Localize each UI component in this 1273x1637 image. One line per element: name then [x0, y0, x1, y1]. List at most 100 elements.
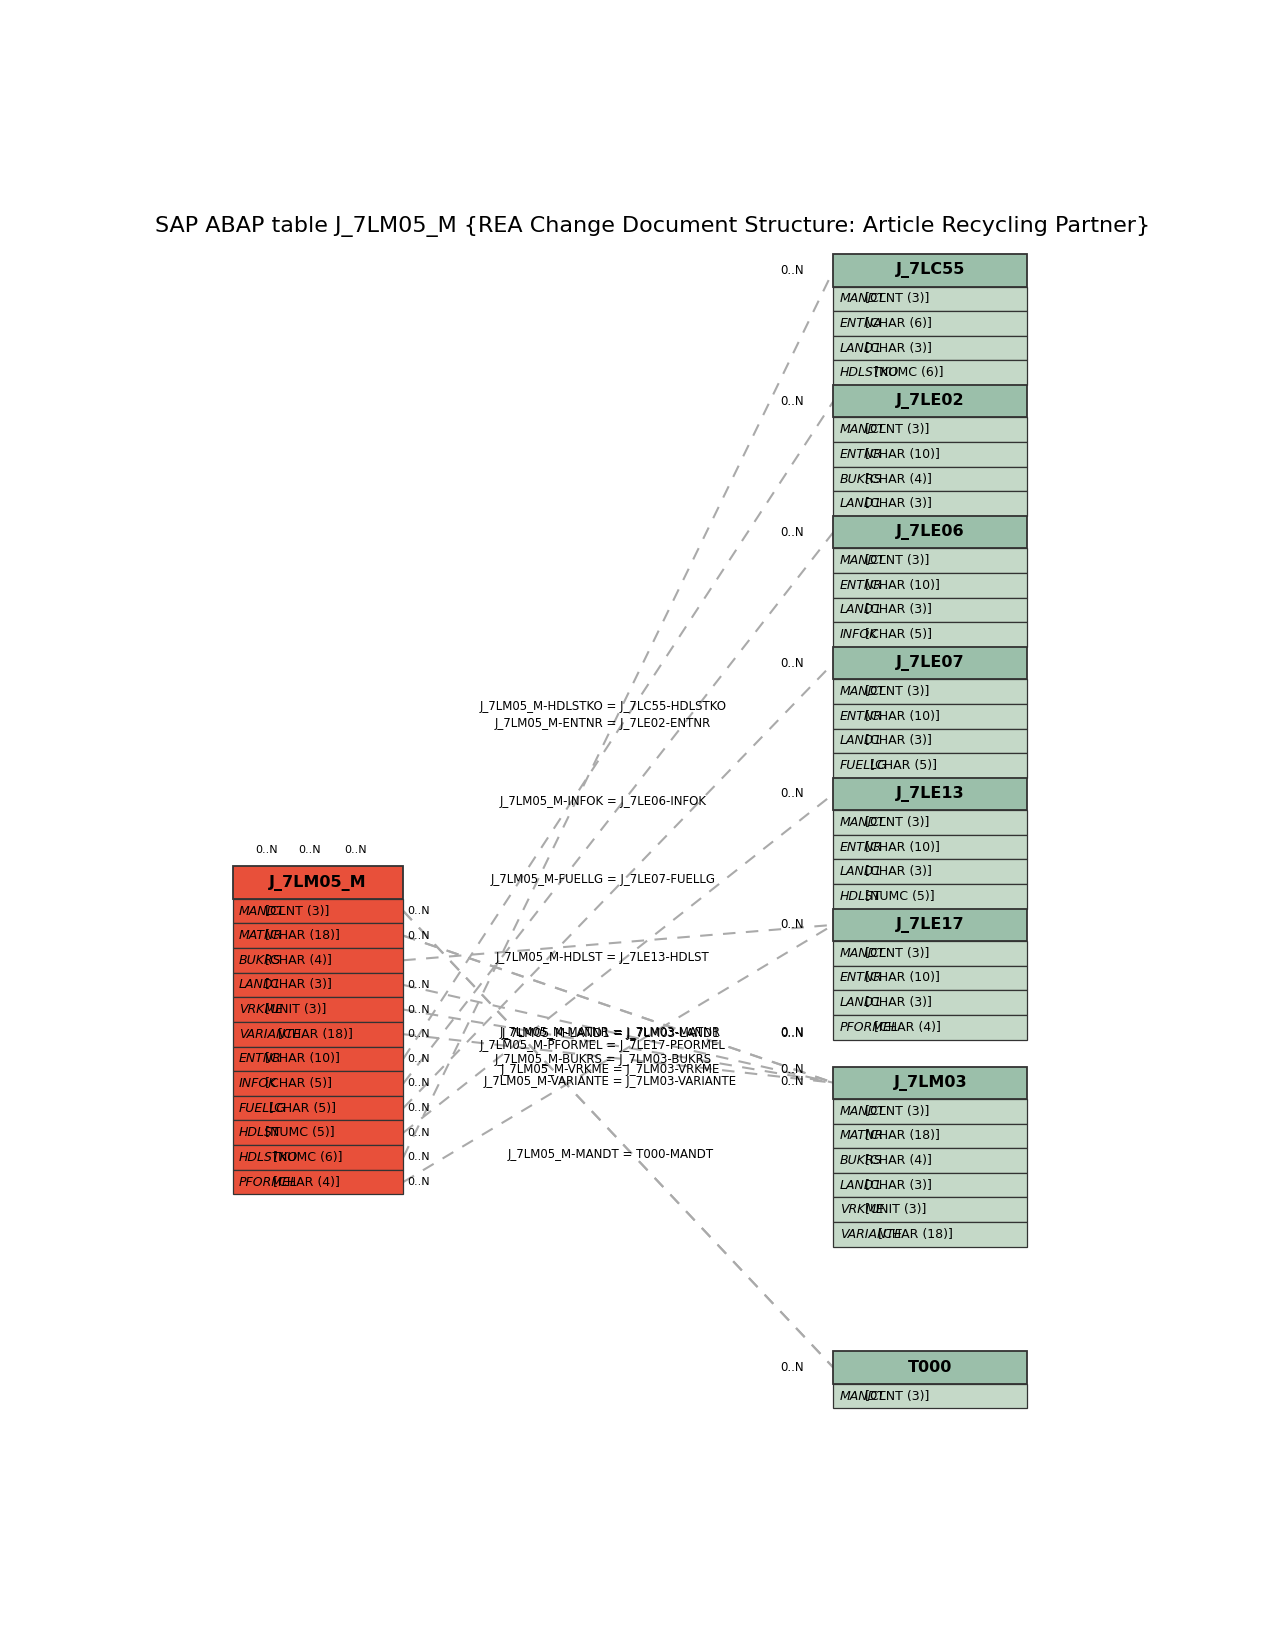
Text: J_7LM03: J_7LM03 — [894, 1076, 967, 1090]
Text: [CHAR (5)]: [CHAR (5)] — [261, 1077, 331, 1090]
Bar — [834, 254, 1027, 286]
Text: ENTNR: ENTNR — [840, 840, 882, 853]
Text: [CLNT (3)]: [CLNT (3)] — [261, 905, 328, 917]
Text: [NUMC (6)]: [NUMC (6)] — [869, 367, 943, 380]
Text: J_7LM05_M-MATNR = J_7LM03-MATNR: J_7LM05_M-MATNR = J_7LM03-MATNR — [500, 1026, 721, 1039]
Text: [CHAR (18)]: [CHAR (18)] — [261, 930, 340, 943]
Text: T000: T000 — [908, 1360, 952, 1375]
Bar — [233, 866, 404, 899]
Text: VRKME: VRKME — [239, 1003, 283, 1017]
Bar — [233, 1095, 404, 1120]
Bar — [834, 1067, 1027, 1098]
Bar — [834, 884, 1027, 909]
Bar — [834, 622, 1027, 647]
Text: VRKME: VRKME — [840, 1203, 883, 1216]
Bar — [233, 997, 404, 1021]
Text: [CHAR (5)]: [CHAR (5)] — [265, 1102, 336, 1115]
Text: 0..N: 0..N — [780, 787, 805, 800]
Text: [CHAR (4)]: [CHAR (4)] — [869, 1021, 941, 1035]
Text: 0..N: 0..N — [407, 1005, 430, 1015]
Bar — [834, 385, 1027, 417]
Text: [CLNT (3)]: [CLNT (3)] — [862, 684, 929, 697]
Text: BUKRS: BUKRS — [840, 473, 882, 486]
Text: 0..N: 0..N — [407, 1079, 430, 1089]
Bar — [233, 1144, 404, 1170]
Bar — [834, 1123, 1027, 1148]
Text: 0..N: 0..N — [407, 981, 430, 990]
Bar — [834, 336, 1027, 360]
Bar — [834, 859, 1027, 884]
Bar — [834, 909, 1027, 941]
Bar — [834, 311, 1027, 336]
Text: J_7LE17: J_7LE17 — [896, 917, 965, 933]
Text: 0..N: 0..N — [407, 1054, 430, 1064]
Text: BUKRS: BUKRS — [239, 954, 281, 967]
Text: 0..N: 0..N — [344, 845, 367, 855]
Text: INFOK: INFOK — [840, 629, 878, 642]
Text: 0..N: 0..N — [780, 264, 805, 277]
Text: J_7LM05_M: J_7LM05_M — [269, 874, 367, 891]
Text: FUELLG: FUELLG — [239, 1102, 286, 1115]
Text: HDLSTKO: HDLSTKO — [239, 1151, 298, 1164]
Text: HDLST: HDLST — [239, 1126, 280, 1139]
Text: MANDT: MANDT — [840, 684, 886, 697]
Text: [CHAR (5)]: [CHAR (5)] — [866, 760, 937, 773]
Text: [UNIT (3)]: [UNIT (3)] — [862, 1203, 927, 1216]
Text: LAND1: LAND1 — [840, 997, 882, 1008]
Text: MANDT: MANDT — [840, 946, 886, 959]
Text: PFORMEL: PFORMEL — [239, 1175, 298, 1188]
Text: [CHAR (10)]: [CHAR (10)] — [862, 840, 939, 853]
Text: [CHAR (10)]: [CHAR (10)] — [862, 449, 939, 462]
Text: MANDT: MANDT — [840, 293, 886, 306]
Text: ENTNR: ENTNR — [840, 710, 882, 722]
Text: 0..N: 0..N — [780, 525, 805, 539]
Text: J_7LM05_M-BUKRS = J_7LM03-BUKRS: J_7LM05_M-BUKRS = J_7LM03-BUKRS — [494, 1053, 712, 1066]
Text: MANDT: MANDT — [840, 555, 886, 566]
Bar — [834, 467, 1027, 491]
Bar — [834, 1383, 1027, 1408]
Text: LAND1: LAND1 — [840, 342, 882, 355]
Text: MANDT: MANDT — [840, 1390, 886, 1403]
Text: [CHAR (18)]: [CHAR (18)] — [274, 1028, 353, 1041]
Text: [CHAR (4)]: [CHAR (4)] — [269, 1175, 340, 1188]
Text: LAND1: LAND1 — [840, 1179, 882, 1192]
Text: [CHAR (3)]: [CHAR (3)] — [862, 498, 932, 511]
Bar — [834, 1098, 1027, 1123]
Text: [CHAR (18)]: [CHAR (18)] — [862, 1130, 939, 1143]
Bar — [233, 972, 404, 997]
Bar — [834, 360, 1027, 385]
Text: ENTNR: ENTNR — [239, 1053, 281, 1066]
Text: VARIANTE: VARIANTE — [239, 1028, 300, 1041]
Text: [CLNT (3)]: [CLNT (3)] — [862, 815, 929, 828]
Text: LAND1: LAND1 — [840, 866, 882, 877]
Text: 0..N: 0..N — [780, 1026, 805, 1039]
Text: [CHAR (18)]: [CHAR (18)] — [875, 1228, 953, 1241]
Text: 0..N: 0..N — [407, 1103, 430, 1113]
Bar — [834, 598, 1027, 622]
Text: HDLSTKO: HDLSTKO — [840, 367, 899, 380]
Bar — [834, 516, 1027, 548]
Bar — [834, 704, 1027, 728]
Text: [CLNT (3)]: [CLNT (3)] — [862, 424, 929, 435]
Bar — [233, 1071, 404, 1095]
Bar — [834, 1148, 1027, 1172]
Text: MANDT: MANDT — [840, 1105, 886, 1118]
Bar — [834, 1015, 1027, 1039]
Text: [CLNT (3)]: [CLNT (3)] — [862, 293, 929, 306]
Text: BUKRS: BUKRS — [840, 1154, 882, 1167]
Text: J_7LM05_M-HDLSTKO = J_7LC55-HDLSTKO: J_7LM05_M-HDLSTKO = J_7LC55-HDLSTKO — [480, 699, 727, 712]
Text: [CHAR (3)]: [CHAR (3)] — [862, 1179, 932, 1192]
Text: [CHAR (3)]: [CHAR (3)] — [862, 997, 932, 1008]
Text: [NUMC (6)]: [NUMC (6)] — [269, 1151, 342, 1164]
Text: J_7LM05_M-ENTNR = J_7LE02-ENTNR: J_7LM05_M-ENTNR = J_7LE02-ENTNR — [495, 717, 710, 730]
Bar — [834, 573, 1027, 598]
Bar — [834, 941, 1027, 966]
Text: J_7LE02: J_7LE02 — [896, 393, 965, 409]
Text: MANDT: MANDT — [840, 815, 886, 828]
Text: [UNIT (3)]: [UNIT (3)] — [261, 1003, 326, 1017]
Bar — [233, 1170, 404, 1195]
Bar — [834, 810, 1027, 835]
Text: 0..N: 0..N — [780, 1360, 805, 1373]
Text: MANDT: MANDT — [239, 905, 285, 917]
Text: [CHAR (3)]: [CHAR (3)] — [862, 604, 932, 617]
